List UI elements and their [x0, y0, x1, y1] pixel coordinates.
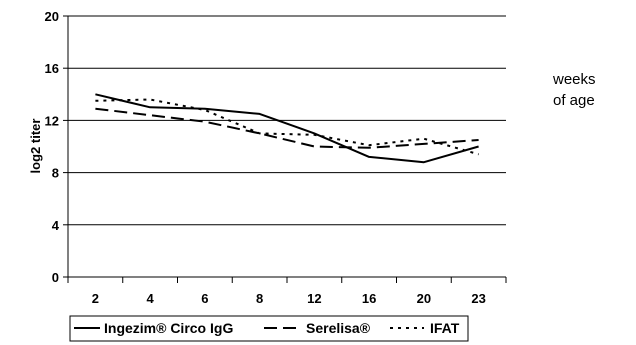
- x-tick-label-20: 20: [417, 291, 431, 306]
- x-tick-label-16: 16: [362, 291, 376, 306]
- x-axis-label-line-2: of age: [553, 92, 595, 109]
- x-tick-labels: 2 4 6 8 12 16 20 23: [92, 291, 486, 306]
- x-tick-label-2: 2: [92, 291, 99, 306]
- axes: [63, 15, 507, 283]
- x-tick-label-12: 12: [307, 291, 321, 306]
- legend-label-ingezim: Ingezim® Circo IgG: [104, 320, 233, 336]
- y-axis-label: log2 titer: [28, 119, 43, 174]
- series-line-ifat: [95, 98, 479, 156]
- y-tick-label-8: 8: [52, 166, 59, 181]
- grid: [68, 15, 506, 226]
- x-tick-label-4: 4: [147, 291, 155, 306]
- x-tick-label-6: 6: [201, 291, 208, 306]
- y-tick-label-4: 4: [52, 218, 60, 233]
- series-line-ingezim: [95, 93, 479, 164]
- x-axis-label-line-1: weeks: [552, 71, 596, 88]
- y-tick-labels: 0 4 8 12 16 20: [45, 9, 60, 285]
- y-tick-label-0: 0: [52, 270, 59, 285]
- y-tick-label-16: 16: [45, 61, 59, 76]
- legend-label-ifat: IFAT: [430, 320, 460, 336]
- y-tick-label-20: 20: [45, 9, 59, 24]
- series-lines: [95, 93, 479, 164]
- x-tick-label-8: 8: [256, 291, 263, 306]
- y-tick-label-12: 12: [45, 113, 59, 128]
- legend-label-serelisa: Serelisa®: [306, 320, 371, 336]
- series-line-serelisa: [95, 107, 479, 149]
- legend: Ingezim® Circo IgG Serelisa® IFAT: [69, 315, 469, 342]
- legend-box: [69, 315, 469, 342]
- x-tick-label-23: 23: [471, 291, 485, 306]
